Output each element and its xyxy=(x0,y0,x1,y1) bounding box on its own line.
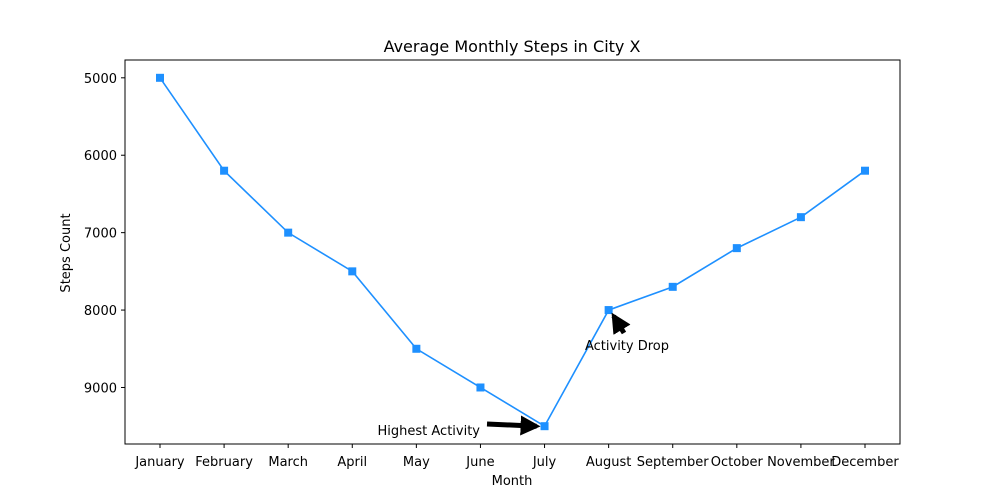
plot-area: 5000 6000 7000 8000 9000 January February March… xyxy=(84,59,901,470)
data-point xyxy=(540,422,549,431)
y-tick-label: 7000 xyxy=(84,227,117,242)
annotation-arrow xyxy=(486,415,541,436)
annotation-label: Highest Activity xyxy=(378,424,481,439)
x-tick-label: December xyxy=(831,455,899,470)
x-tick-label: July xyxy=(532,455,557,470)
y-tick-label: 6000 xyxy=(84,149,117,164)
chart-title: Average Monthly Steps in City X xyxy=(384,37,641,56)
annotation-label: Activity Drop xyxy=(585,339,669,354)
x-axis-label: Month xyxy=(492,474,533,489)
x-tick-label: June xyxy=(465,455,494,470)
data-point xyxy=(284,228,293,237)
series-line xyxy=(159,77,866,428)
x-tick-label: November xyxy=(767,455,835,470)
data-point xyxy=(220,166,229,175)
plot-frame xyxy=(124,59,901,445)
data-point xyxy=(604,306,613,315)
data-point xyxy=(156,73,164,82)
data-point xyxy=(732,244,741,253)
y-tick-label: 5000 xyxy=(84,72,117,87)
x-tick-label: August xyxy=(586,455,632,470)
x-tick-label: May xyxy=(403,455,430,470)
data-point xyxy=(796,213,805,222)
x-tick-label: October xyxy=(711,455,764,470)
x-tick-label: September xyxy=(637,455,710,470)
y-tick-label: 9000 xyxy=(84,381,117,396)
y-axis-label: Steps Count xyxy=(59,213,74,292)
y-tick-label: 8000 xyxy=(84,304,117,319)
data-point xyxy=(476,383,485,392)
annotation-arrow xyxy=(611,312,631,335)
x-tick-label: February xyxy=(195,455,253,470)
x-tick-label: March xyxy=(268,455,308,470)
x-tick-label: April xyxy=(337,455,367,470)
x-tick-label: January xyxy=(134,455,185,470)
data-point xyxy=(668,282,677,291)
data-point xyxy=(348,267,357,276)
data-point xyxy=(861,166,869,175)
data-point xyxy=(412,344,421,353)
